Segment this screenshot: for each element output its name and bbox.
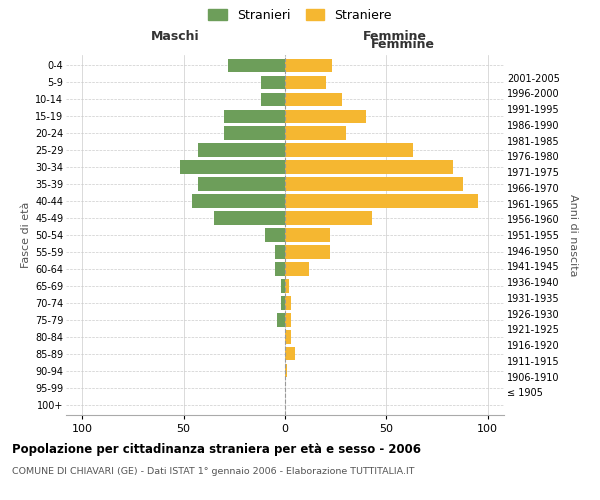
Bar: [265, 228, 285, 241]
Bar: [285, 228, 329, 241]
Text: Femmine: Femmine: [362, 30, 427, 43]
Bar: [198, 178, 285, 190]
Bar: [277, 314, 285, 326]
Bar: [260, 76, 285, 89]
Text: Popolazione per cittadinanza straniera per età e sesso - 2006: Popolazione per cittadinanza straniera p…: [12, 442, 421, 456]
Bar: [228, 58, 285, 72]
Bar: [198, 144, 285, 156]
Bar: [275, 262, 285, 276]
Bar: [285, 58, 332, 72]
Bar: [285, 347, 295, 360]
Bar: [281, 296, 285, 310]
Legend: Stranieri, Straniere: Stranieri, Straniere: [208, 8, 392, 22]
Bar: [285, 330, 291, 344]
Bar: [285, 76, 326, 89]
Bar: [285, 364, 287, 378]
Bar: [285, 160, 454, 173]
Bar: [285, 314, 291, 326]
Bar: [179, 160, 285, 173]
Text: Maschi: Maschi: [151, 30, 200, 43]
Bar: [285, 212, 372, 224]
Bar: [285, 92, 342, 106]
Y-axis label: Fasce di età: Fasce di età: [20, 202, 31, 268]
Bar: [285, 262, 310, 276]
Bar: [224, 126, 285, 140]
Bar: [285, 280, 289, 292]
Bar: [260, 92, 285, 106]
Bar: [285, 144, 413, 156]
Y-axis label: Anni di nascita: Anni di nascita: [568, 194, 578, 276]
Bar: [285, 194, 478, 207]
Bar: [192, 194, 285, 207]
Bar: [285, 296, 291, 310]
Text: Femmine: Femmine: [371, 38, 435, 52]
Bar: [285, 178, 463, 190]
Bar: [281, 280, 285, 292]
Bar: [285, 126, 346, 140]
Bar: [285, 246, 329, 258]
Bar: [214, 212, 285, 224]
Bar: [275, 246, 285, 258]
Text: COMUNE DI CHIAVARI (GE) - Dati ISTAT 1° gennaio 2006 - Elaborazione TUTTITALIA.I: COMUNE DI CHIAVARI (GE) - Dati ISTAT 1° …: [12, 468, 415, 476]
Bar: [224, 110, 285, 123]
Bar: [285, 110, 366, 123]
